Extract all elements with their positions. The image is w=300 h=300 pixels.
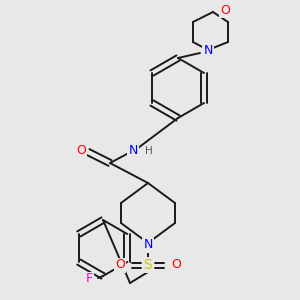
Text: N: N (143, 238, 153, 251)
Text: O: O (220, 4, 230, 16)
Text: N: N (128, 143, 138, 157)
Text: N: N (203, 44, 213, 56)
Text: F: F (86, 272, 93, 286)
Text: O: O (76, 143, 86, 157)
Text: H: H (145, 146, 153, 156)
Text: S: S (144, 258, 152, 272)
Text: O: O (171, 259, 181, 272)
Text: O: O (115, 259, 125, 272)
